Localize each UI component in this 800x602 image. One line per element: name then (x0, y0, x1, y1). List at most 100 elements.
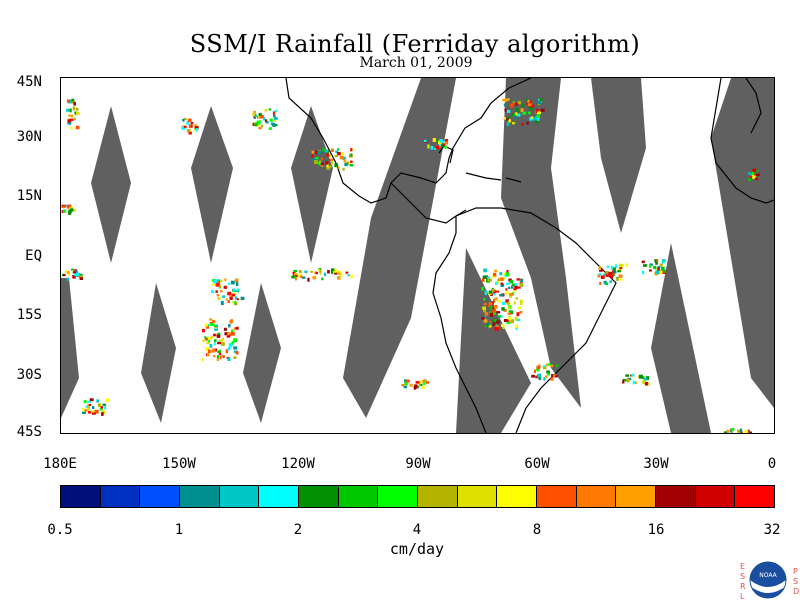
rain-speckle (515, 283, 518, 286)
rain-speckle (235, 278, 239, 281)
colorbar-swatch (735, 486, 774, 507)
rain-speckle (205, 323, 208, 327)
rain-speckle (506, 272, 510, 276)
rain-speckle (488, 304, 490, 307)
rain-speckle (294, 276, 297, 278)
rain-speckle (68, 114, 71, 116)
rain-speckle (72, 99, 75, 102)
rain-speckle (516, 297, 518, 299)
colorbar-swatch (339, 486, 379, 507)
rain-speckle (63, 274, 65, 276)
rain-speckle (314, 160, 318, 164)
lon-label: 120W (281, 456, 315, 472)
rain-speckle (214, 329, 218, 331)
rain-speckle (237, 289, 240, 291)
rain-speckle (507, 117, 510, 119)
rain-speckle (218, 333, 221, 335)
rain-speckle (496, 320, 500, 323)
rain-speckle (100, 408, 103, 410)
rain-speckle (67, 99, 70, 102)
rain-speckle (537, 118, 539, 121)
rain-speckle (631, 374, 634, 377)
rain-speckle (217, 355, 219, 358)
rain-speckle (339, 271, 341, 273)
rain-speckle (215, 290, 218, 292)
colorbar-tick-label: 16 (648, 522, 665, 538)
rain-speckle (538, 101, 541, 104)
rain-speckle (605, 271, 608, 274)
colorbar-swatch (220, 486, 260, 507)
rain-speckle (237, 298, 239, 300)
rain-speckle (488, 279, 492, 282)
rain-speckle (206, 326, 209, 328)
rain-speckle (514, 301, 516, 304)
rain-speckle (71, 269, 74, 271)
rain-speckle (662, 261, 665, 263)
rain-speckle (269, 108, 271, 110)
rain-speckle (293, 270, 297, 272)
logo-text: NOAA (759, 572, 777, 579)
rain-speckle (515, 115, 517, 119)
lon-label: 180E (43, 456, 77, 472)
rain-speckle (98, 403, 101, 407)
rain-speckle (503, 117, 506, 119)
colorbar-swatch (497, 486, 537, 507)
colorbar-tick-label: 8 (533, 522, 541, 538)
rain-speckle (184, 126, 187, 128)
colorbar-tick-label: 1 (175, 522, 183, 538)
rain-speckle (483, 276, 486, 279)
rain-speckle (537, 111, 541, 114)
rain-speckle (103, 404, 107, 406)
rain-speckle (96, 399, 99, 402)
rain-speckle (616, 279, 618, 281)
lon-label: 60W (524, 456, 549, 472)
rain-speckle (321, 158, 323, 160)
rain-speckle (493, 323, 496, 326)
rain-speckle (220, 355, 222, 359)
swath-gap (91, 106, 131, 263)
rain-speckle (208, 349, 210, 353)
rain-speckle (531, 375, 535, 378)
colorbar-swatch (299, 486, 339, 507)
rain-speckle (609, 280, 612, 283)
rain-speckle (510, 104, 513, 108)
rain-speckle (337, 148, 339, 150)
rain-speckle (227, 335, 231, 337)
rain-speckle (740, 429, 742, 433)
rain-speckle (424, 140, 427, 142)
lon-label: 0 (768, 456, 776, 472)
rain-speckle (67, 271, 70, 273)
rain-speckle (231, 281, 235, 285)
map-canvas (61, 78, 774, 433)
rain-speckle (229, 295, 231, 298)
colorbar-swatch (378, 486, 418, 507)
rain-speckle (617, 270, 621, 272)
rain-speckle (505, 291, 509, 294)
rain-speckle (663, 269, 665, 273)
rain-speckle (619, 275, 623, 278)
rain-speckle (516, 325, 518, 329)
rain-speckle (485, 325, 487, 327)
rain-speckle (507, 302, 510, 305)
rain-speckle (540, 98, 543, 101)
lat-label: 45S (6, 424, 42, 440)
rain-speckle (601, 275, 605, 279)
rain-speckle (610, 274, 613, 277)
rain-speckle (501, 324, 504, 327)
colorbar-tick-label: 32 (764, 522, 781, 538)
rain-speckle (265, 109, 268, 111)
rain-speckle (73, 106, 75, 110)
rain-speckle (312, 276, 316, 279)
rain-speckle (189, 119, 192, 121)
rain-speckle (483, 298, 485, 300)
rain-speckle (82, 408, 84, 412)
rain-speckle (350, 164, 354, 166)
rain-speckle (518, 101, 521, 104)
rain-speckle (346, 272, 349, 274)
rain-speckle (304, 271, 307, 273)
rain-speckle (496, 291, 499, 293)
rain-speckle (639, 375, 643, 379)
rain-speckle (66, 109, 69, 112)
rain-speckle (436, 146, 439, 150)
rain-speckle (221, 301, 224, 305)
